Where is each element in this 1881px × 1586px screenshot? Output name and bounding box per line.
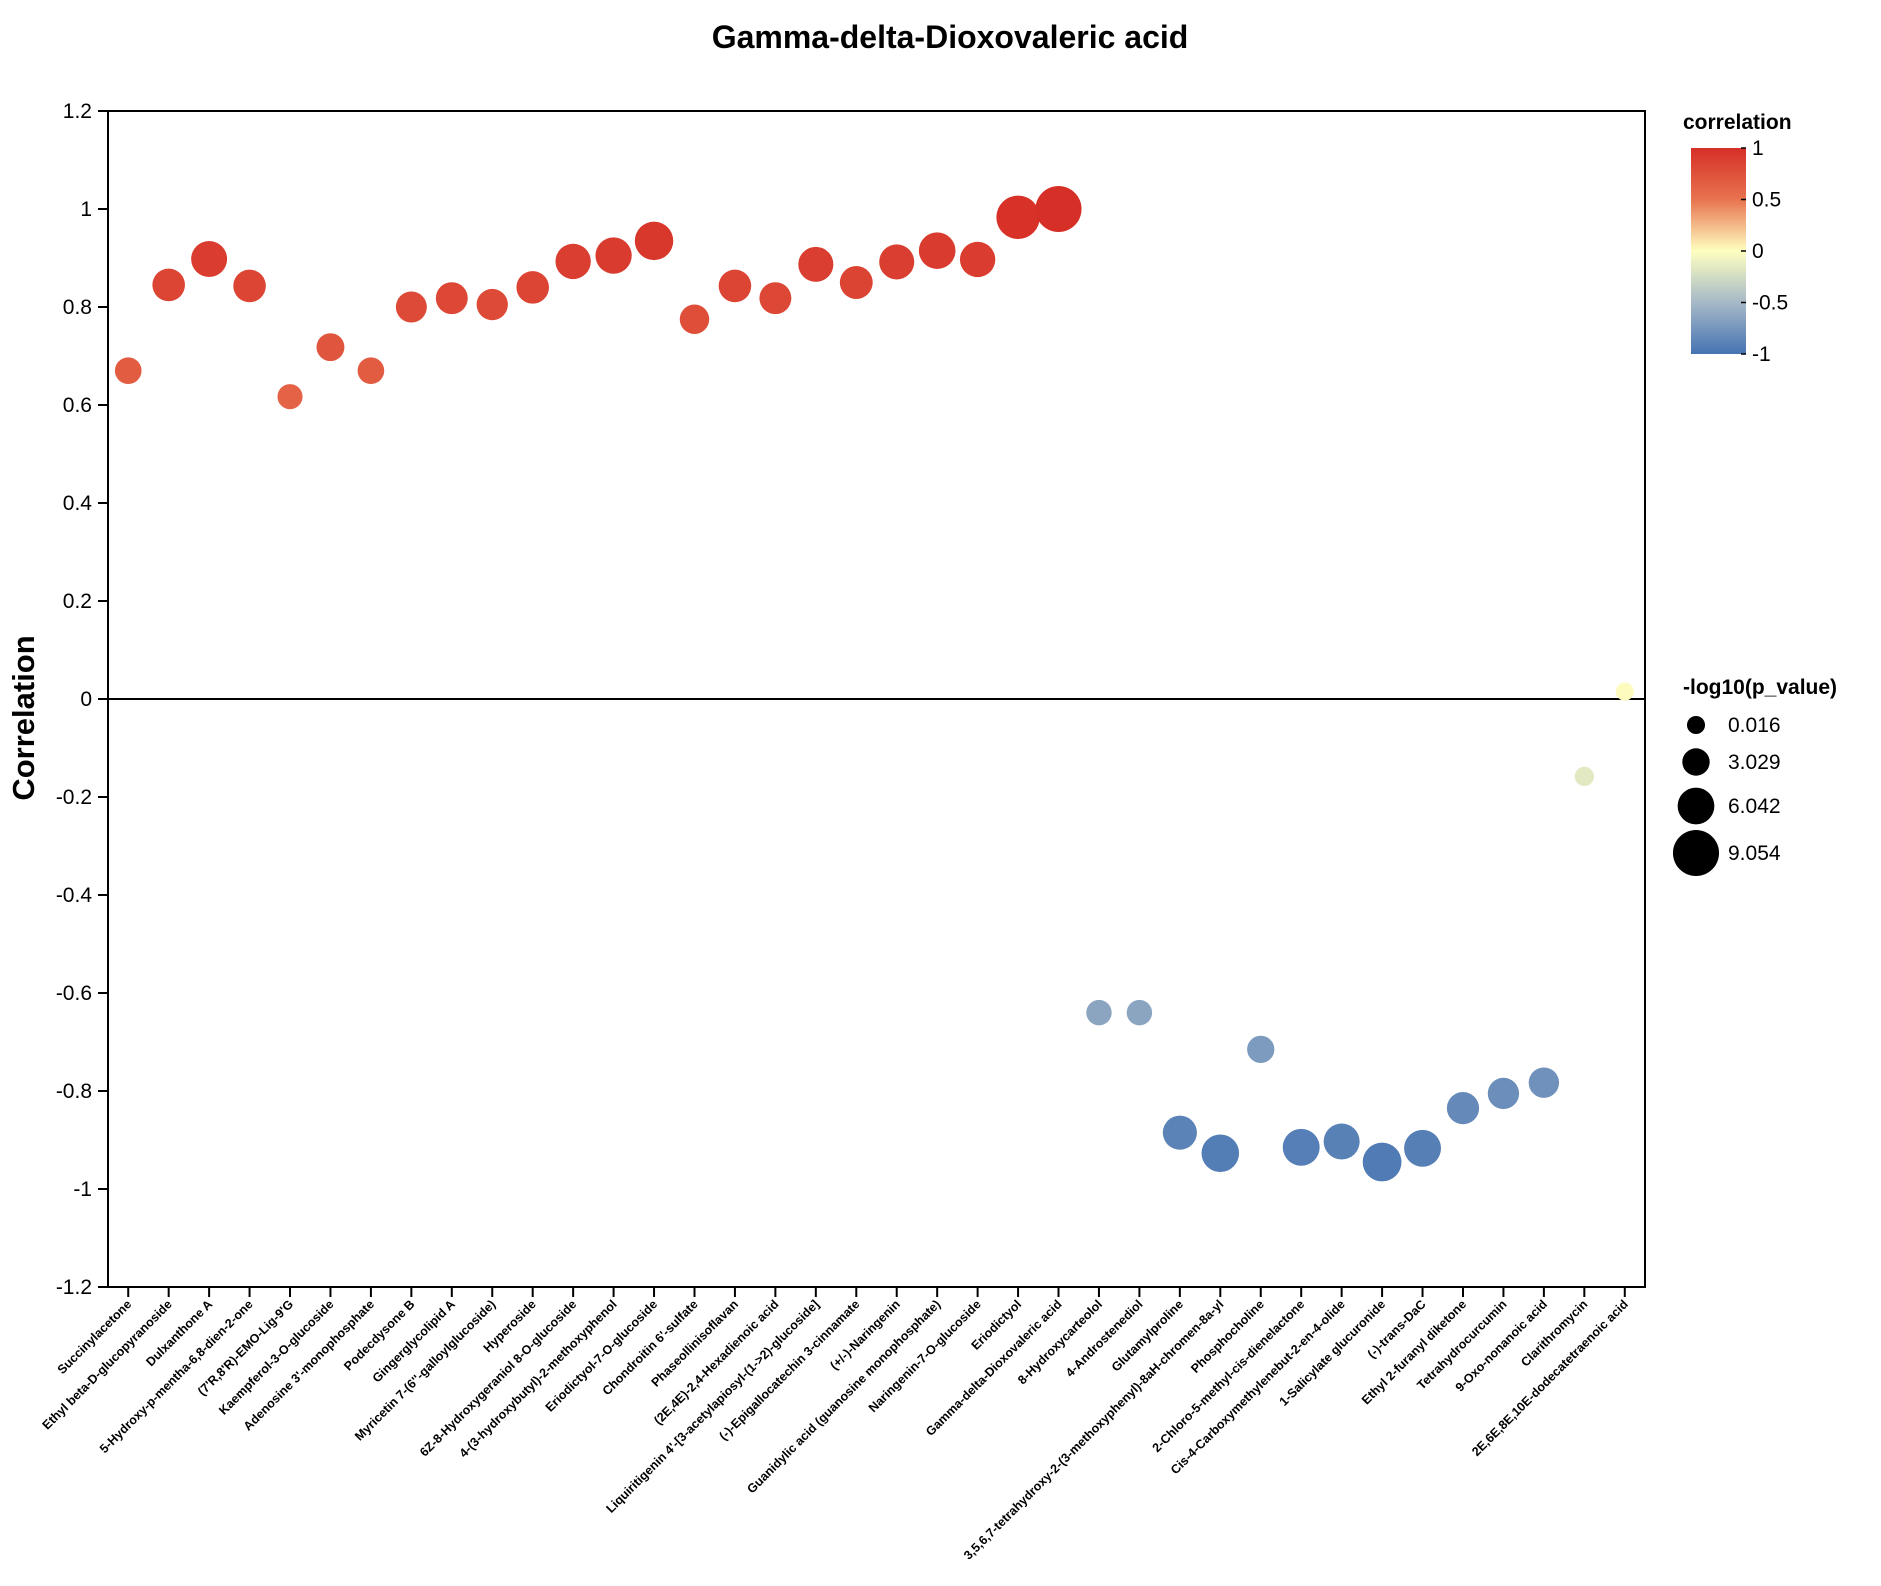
x-tick-label: (+/-)-Naringenin bbox=[827, 1297, 902, 1372]
data-points bbox=[114, 185, 1634, 1182]
point-gingerglycolipid-a bbox=[435, 282, 468, 315]
y-tick-label: -0.6 bbox=[56, 982, 92, 1005]
y-tick-label: -0.8 bbox=[56, 1080, 92, 1103]
x-tick-label: Podecdysone B bbox=[341, 1297, 417, 1373]
point-chondroitin-6-sulfate bbox=[679, 304, 710, 334]
point-2e-4e-2-4-hexadienoic-acid bbox=[759, 282, 792, 315]
chart-title: Gamma-delta-Dioxovaleric acid bbox=[712, 19, 1189, 55]
point-4-androstenediol bbox=[1126, 999, 1153, 1026]
point-phaseollinisoflavan bbox=[718, 269, 752, 303]
point-naringenin-7-o-glucoside bbox=[959, 241, 996, 278]
color-legend-label: 0 bbox=[1752, 240, 1764, 263]
y-axis-label: Correlation bbox=[6, 635, 41, 800]
y-tick-label: 0.8 bbox=[63, 296, 92, 319]
point-hyperoside bbox=[516, 271, 549, 304]
point-eriodictyol bbox=[996, 195, 1040, 240]
point-eriodictyol-7-o-glucoside bbox=[634, 221, 674, 261]
size-legend-marker bbox=[1677, 787, 1715, 825]
point-trans-dac bbox=[1404, 1129, 1441, 1167]
size-legend-marker bbox=[1682, 748, 1710, 776]
point-4-3-hydroxybutyl-2-methoxyphenol bbox=[595, 237, 632, 274]
point-tetrahydrocurcumin bbox=[1487, 1077, 1520, 1110]
color-legend-label: 1 bbox=[1752, 137, 1764, 160]
x-tick-label: Succinylacetone bbox=[55, 1297, 135, 1377]
y-tick-label: 1 bbox=[80, 198, 92, 221]
color-legend-ticks: 1 0.5 0 -0.5 -1 bbox=[1741, 137, 1788, 366]
size-legend-marker bbox=[1686, 715, 1706, 735]
point-succinylacetone bbox=[114, 357, 142, 385]
point-2-chloro-5-methyl-cis-dienelactone bbox=[1282, 1128, 1320, 1166]
x-tick-label: Glutamylproline bbox=[1109, 1297, 1186, 1374]
point-8-hydroxycarteolol bbox=[1086, 999, 1112, 1026]
y-tick-label: 0 bbox=[80, 688, 92, 711]
color-legend-gradient bbox=[1691, 148, 1746, 354]
x-tick-label: Phosphocholine bbox=[1188, 1297, 1267, 1376]
point-cis-4-carboxymethylenebut-2-en-4-olide bbox=[1323, 1123, 1360, 1160]
point-ethyl-beta-d-glucopyranoside bbox=[152, 268, 185, 302]
point-adenosine-3-monophosphate bbox=[357, 357, 385, 385]
size-legend-label: 6.042 bbox=[1728, 795, 1781, 818]
y-tick-label: -1 bbox=[73, 1178, 92, 1201]
point-myricetin-7-6-galloylglucoside bbox=[476, 288, 508, 321]
size-legend-title: -log10(p_value) bbox=[1683, 676, 1837, 699]
y-tick-label: 0.4 bbox=[63, 492, 93, 515]
point-epigallocatechin-3-cinnamate bbox=[839, 266, 873, 299]
point-6z-8-hydroxygeraniol-8-o-glucoside bbox=[555, 243, 591, 280]
point-liquiritigenin-4-3-acetylapiosyl-1-2-glucoside bbox=[798, 246, 834, 282]
size-legend-label: 0.016 bbox=[1728, 714, 1781, 737]
point-naringenin bbox=[879, 244, 915, 280]
y-tick-label: -0.4 bbox=[56, 884, 93, 907]
x-tick-label: 3,5,6,7-tetrahydroxy-2-(3-methoxyphenyl)… bbox=[961, 1297, 1226, 1562]
point-2e-6e-8e-10e-dodecatetraenoic-acid bbox=[1615, 682, 1634, 701]
point-5-hydroxy-p-mentha-6-8-dien-2-one bbox=[233, 269, 266, 303]
point-ethyl-2-furanyl-diketone bbox=[1446, 1092, 1480, 1125]
x-tick-label: 5-Hydroxy-p-mentha-6,8-dien-2-one bbox=[97, 1297, 256, 1456]
point-7-r-8-r-emo-lig-9-g bbox=[277, 384, 303, 410]
color-legend-label: 0.5 bbox=[1752, 189, 1781, 212]
point-podecdysone-b bbox=[395, 291, 427, 323]
size-legend-label: 3.029 bbox=[1728, 751, 1781, 774]
point-guanidylic-acid-guanosine-monophosphate bbox=[918, 232, 956, 269]
y-tick-label: 1.2 bbox=[63, 100, 92, 123]
y-tick-label: -1.2 bbox=[56, 1276, 92, 1299]
point-kaempferol-3-o-glucoside bbox=[316, 333, 345, 362]
point-9-oxo-nonanoic-acid bbox=[1528, 1067, 1560, 1098]
y-tick-label: 0.2 bbox=[63, 590, 92, 613]
point-gamma-delta-dioxovaleric-acid bbox=[1035, 185, 1082, 233]
size-legend-marker bbox=[1672, 829, 1720, 877]
size-legend-items: 0.016 3.029 6.042 9.054 bbox=[1672, 714, 1781, 877]
y-tick-label: -0.2 bbox=[56, 786, 92, 809]
x-tick-label: Guanidylic acid (guanosine monophosphate… bbox=[744, 1297, 943, 1496]
x-tick-label: 2-Chloro-5-methyl-cis-dienelactone bbox=[1150, 1297, 1308, 1455]
color-legend-label: -0.5 bbox=[1752, 292, 1788, 315]
point-clarithromycin bbox=[1574, 766, 1594, 787]
y-axis: 1.2 1 0.8 0.6 0.4 0.2 0 -0.2 -0.4 -0.6 -0.8 -1 -1.2 bbox=[56, 100, 108, 1299]
color-legend-title: correlation bbox=[1683, 111, 1792, 134]
y-tick-label: 0.6 bbox=[63, 394, 92, 417]
size-legend-label: 9.054 bbox=[1728, 842, 1781, 865]
point-3-5-6-7-tetrahydroxy-2-3-methoxyphenyl-8ah-chromen-8a-yl bbox=[1201, 1134, 1240, 1172]
point-dulxanthone-a bbox=[191, 240, 228, 277]
point-1-salicylate-glucuronide bbox=[1362, 1142, 1402, 1182]
x-tick-label: 4-Androstenediol bbox=[1063, 1297, 1146, 1380]
point-phosphocholine bbox=[1247, 1035, 1275, 1063]
color-legend-label: -1 bbox=[1752, 343, 1771, 366]
point-glutamylproline bbox=[1162, 1115, 1197, 1150]
